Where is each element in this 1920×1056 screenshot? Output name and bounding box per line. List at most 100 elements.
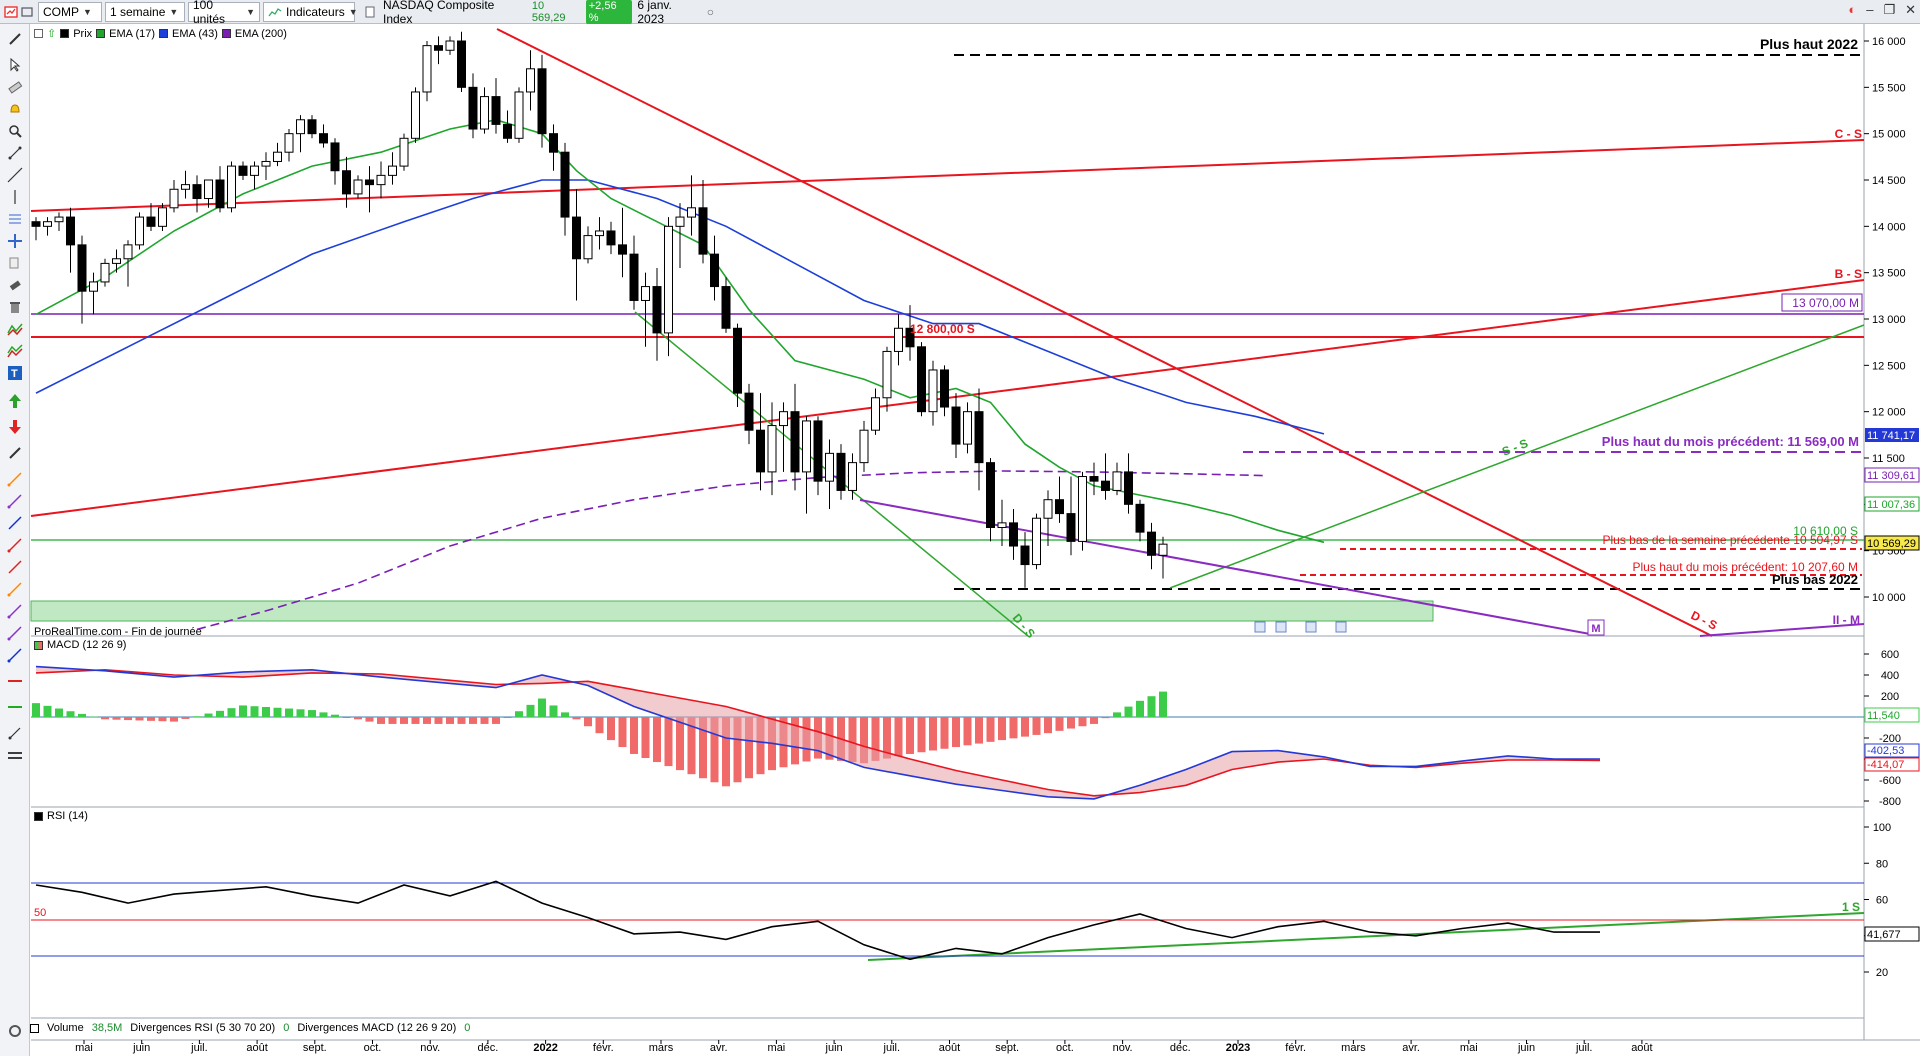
pen-tool-icon[interactable]	[4, 442, 26, 464]
indicators-button[interactable]: Indicateurs ▼	[263, 1, 358, 22]
hline-red-icon[interactable]	[4, 670, 26, 692]
candle-body	[1032, 517, 1041, 566]
candle-body	[1089, 476, 1099, 482]
macd-histogram-bar	[158, 717, 167, 722]
macd-histogram-bar	[262, 706, 270, 717]
segment-tool-2-icon[interactable]	[4, 722, 26, 744]
macd-histogram-bar	[1067, 717, 1075, 729]
legend-ema43[interactable]: EMA (43)	[172, 27, 218, 40]
move-icon[interactable]	[4, 230, 26, 252]
cursor-icon[interactable]	[4, 54, 26, 76]
units-value: 100 unités	[193, 0, 226, 26]
event-marker[interactable]	[1305, 621, 1317, 633]
pencil-icon[interactable]	[4, 28, 26, 50]
hline-green-icon[interactable]	[4, 696, 26, 718]
label-rsi-1s: 1 S	[1842, 900, 1860, 914]
event-marker[interactable]	[1275, 621, 1287, 633]
channel-tool-icon[interactable]	[4, 340, 26, 362]
macd-histogram-bar	[1113, 712, 1121, 717]
link-icon[interactable]	[19, 4, 35, 20]
candle-body	[31, 221, 41, 227]
top-toolbar: COMP ▼ 1 semaine ▼ 100 unités ▼ Indicateurs…	[0, 0, 1920, 26]
macd-histogram-bar	[779, 717, 788, 768]
trash-icon[interactable]	[4, 296, 26, 318]
eraser-icon[interactable]	[4, 274, 26, 296]
candle-body	[1158, 543, 1168, 556]
fibonacci-icon[interactable]	[4, 208, 26, 230]
tag-11741-bg	[1865, 428, 1919, 442]
arrow-icon[interactable]: ⇧	[47, 28, 57, 40]
chevron-down-icon: ▼	[169, 6, 179, 17]
checkbox-icon[interactable]	[34, 29, 43, 38]
line-red-2-icon[interactable]	[4, 556, 26, 578]
candle-body	[848, 462, 857, 491]
macd-histogram-bar	[1078, 717, 1087, 727]
period-select[interactable]: 1 semaine ▼	[105, 1, 185, 22]
legend-ema17[interactable]: EMA (17)	[109, 27, 156, 40]
label-cs: C - S	[1835, 127, 1862, 141]
time-tick-label: juin	[825, 1042, 843, 1054]
vertical-line-icon[interactable]	[4, 186, 26, 208]
legend-ema200[interactable]: EMA (200)	[234, 27, 287, 40]
macd-histogram-bar	[331, 714, 339, 717]
line-orange-2-icon[interactable]	[4, 578, 26, 600]
zoom-icon[interactable]	[4, 120, 26, 142]
settings-icon[interactable]	[4, 1020, 26, 1042]
time-tick-label: déc.	[1170, 1042, 1191, 1054]
macd-axis: 600 400 200 -200 -400 -600 -800	[1864, 649, 1901, 808]
macd-histogram-bar	[469, 717, 477, 724]
candle-body	[146, 216, 156, 227]
line-orange-icon[interactable]	[4, 468, 26, 490]
candle-body	[43, 221, 52, 227]
close-icon[interactable]: ✕	[1905, 2, 1916, 17]
units-select[interactable]: 100 unités ▼	[188, 0, 260, 26]
macd-histogram-bar	[1090, 717, 1098, 724]
div-macd-label[interactable]: Divergences MACD (12 26 9 20)	[297, 1022, 457, 1034]
volume-label[interactable]: Volume	[47, 1022, 84, 1034]
ruler-icon[interactable]	[4, 76, 26, 98]
event-marker[interactable]	[1254, 621, 1266, 633]
candle-body	[169, 188, 179, 209]
line-blue-2-icon[interactable]	[4, 644, 26, 666]
legend-prix[interactable]: Prix	[73, 27, 93, 40]
symbol-select[interactable]: COMP ▼	[38, 1, 102, 22]
arrow-down-icon[interactable]	[4, 416, 26, 438]
prorealtime-logo-icon[interactable]: ◐	[1848, 2, 1857, 17]
event-marker[interactable]	[1335, 621, 1347, 633]
alarm-bell-icon[interactable]	[4, 98, 26, 120]
restore-icon[interactable]: ❐	[1883, 2, 1896, 17]
line-purple-3-icon[interactable]	[4, 622, 26, 644]
segment-icon[interactable]	[4, 142, 26, 164]
candle-body	[480, 96, 489, 130]
rsi-label[interactable]: RSI (14)	[47, 810, 88, 822]
line-red-icon[interactable]	[4, 534, 26, 556]
copy-icon[interactable]	[4, 252, 26, 274]
chevron-down-icon: ▼	[246, 6, 255, 17]
macd-histogram-bar	[986, 717, 995, 742]
arrow-up-icon[interactable]	[4, 390, 26, 412]
trendline-m	[859, 499, 1591, 635]
hline-black-icon[interactable]	[4, 744, 26, 766]
candle-body	[905, 327, 915, 348]
indicators-label: Indicateurs	[286, 4, 345, 19]
line-blue-icon[interactable]	[4, 512, 26, 534]
candle-body	[227, 165, 236, 209]
text-tool-icon[interactable]: T	[4, 362, 26, 384]
symbol-value: COMP	[43, 4, 79, 19]
line-icon[interactable]	[4, 164, 26, 186]
minimize-icon[interactable]: –	[1866, 2, 1874, 17]
macd-hist-tag-bg	[1864, 707, 1920, 723]
line-purple-icon[interactable]	[4, 490, 26, 512]
event-markers[interactable]	[1254, 621, 1347, 633]
price-tick-label: 15 500	[1872, 82, 1906, 94]
line-purple-2-icon[interactable]	[4, 600, 26, 622]
chart-window-icon[interactable]	[3, 4, 19, 20]
candle-body	[664, 225, 673, 334]
macd-label[interactable]: MACD (12 26 9)	[47, 639, 127, 651]
candle-body	[744, 392, 754, 431]
candle-body	[790, 411, 800, 473]
label-plus-haut-2022: Plus haut 2022	[1760, 36, 1858, 52]
wave-tool-icon[interactable]	[4, 318, 26, 340]
div-rsi-label[interactable]: Divergences RSI (5 30 70 20)	[130, 1022, 276, 1034]
